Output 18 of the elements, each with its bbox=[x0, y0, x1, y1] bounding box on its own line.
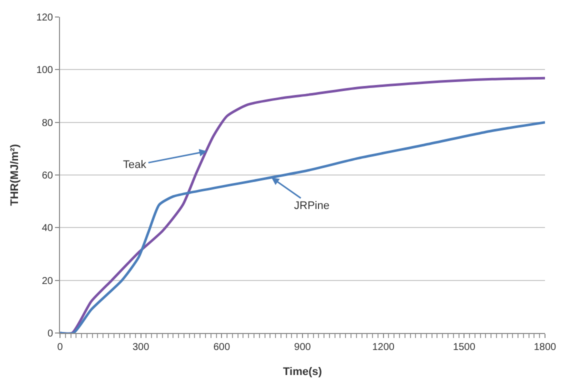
annotation: Teak bbox=[123, 159, 147, 171]
y-tick-label: 60 bbox=[42, 170, 54, 182]
x-tick-label: 0 bbox=[57, 342, 64, 353]
x-tick-label: 600 bbox=[213, 342, 230, 353]
y-tick-label: 20 bbox=[42, 276, 54, 287]
x-tick-label: 300 bbox=[132, 342, 150, 353]
y-tick-label: 80 bbox=[42, 118, 54, 129]
y-tick-label: 100 bbox=[36, 65, 54, 76]
x-tick-label: 900 bbox=[294, 342, 312, 353]
y-tick-label: 0 bbox=[47, 328, 54, 340]
x-tick-label: 1200 bbox=[372, 342, 395, 353]
x-axis-title: Time(s) bbox=[283, 366, 322, 378]
x-tick-label: 1800 bbox=[534, 342, 557, 353]
annotation: JRPine bbox=[294, 200, 330, 212]
x-tick-label: 1500 bbox=[453, 342, 476, 353]
y-axis-title: THR(MJ/m²) bbox=[8, 144, 21, 206]
y-tick-label: 120 bbox=[36, 12, 54, 24]
y-tick-label: 40 bbox=[42, 223, 54, 234]
